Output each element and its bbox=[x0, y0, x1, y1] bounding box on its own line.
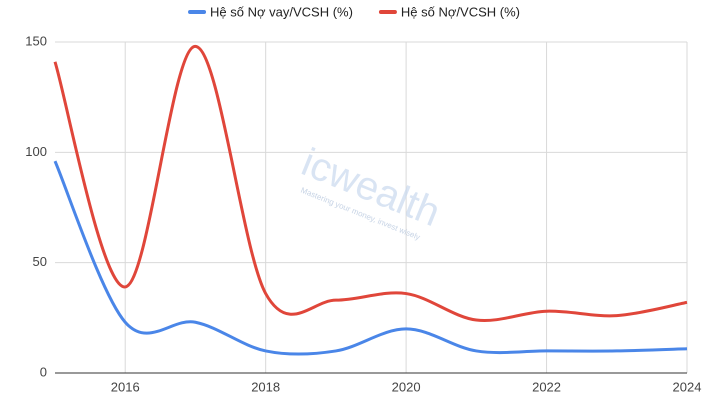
axes bbox=[55, 41, 688, 374]
y-tick-label: 150 bbox=[25, 33, 47, 48]
legend: Hệ số Nợ vay/VCSH (%) Hệ số Nợ/VCSH (%) bbox=[188, 4, 520, 19]
x-tick-label: 2016 bbox=[111, 379, 140, 394]
x-tick-label: 2018 bbox=[251, 379, 280, 394]
watermark: icwealth Mastering your money, invest wi… bbox=[296, 140, 446, 242]
x-tick-label: 2020 bbox=[392, 379, 421, 394]
y-tick-label: 50 bbox=[33, 254, 47, 269]
series-line bbox=[53, 44, 688, 323]
legend-label: Hệ số Nợ/VCSH (%) bbox=[401, 4, 520, 19]
legend-label: Hệ số Nợ vay/VCSH (%) bbox=[210, 4, 353, 19]
x-tick-label: 2024 bbox=[673, 379, 702, 394]
x-tick-label: 2022 bbox=[532, 379, 561, 394]
y-tick-label: 100 bbox=[25, 144, 47, 159]
series-line bbox=[53, 160, 688, 356]
y-tick-label: 0 bbox=[40, 364, 47, 379]
